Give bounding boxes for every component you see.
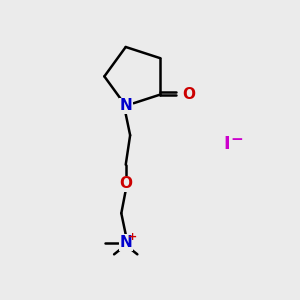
Text: −: − [230,132,243,147]
Text: N: N [119,235,132,250]
Text: O: O [182,87,195,102]
Text: N: N [119,98,132,113]
Text: O: O [119,176,132,191]
Text: I: I [223,135,230,153]
Text: +: + [128,232,137,242]
